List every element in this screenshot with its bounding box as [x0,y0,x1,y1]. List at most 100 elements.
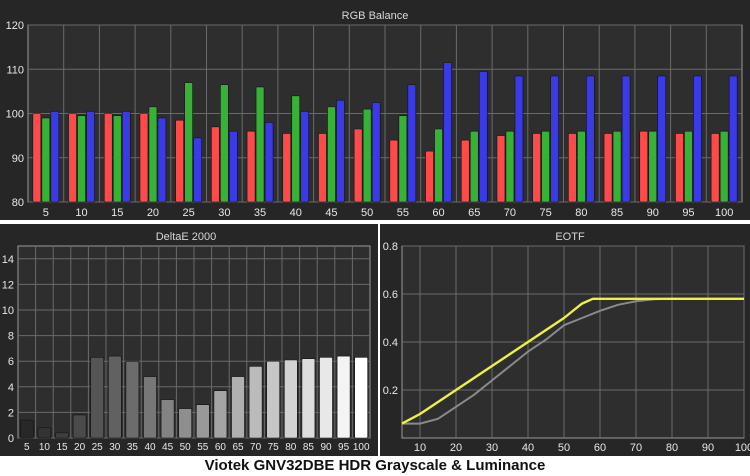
eotf-panel: EOTF 0.2 0.4 0.6 0.8 10 20 30 40 50 60 70 80 90 100 [380,224,750,456]
rgb-bar-green [255,86,265,203]
rgb-bar-blue [586,75,595,203]
rgb-bar-blue [264,122,274,203]
rgb-bar-red [496,135,506,203]
deltae-xtick-label: 20 [74,442,86,453]
rgb-xtick-label: 20 [147,207,159,219]
rgb-xtick-label: 30 [218,207,230,219]
rgb-bar-red [211,126,220,203]
deltae-bar [196,404,210,439]
eotf-xtick-label: 50 [558,442,570,454]
rgb-xtick-label: 45 [325,207,337,219]
rgb-balance-title: RGB Balance [342,10,409,22]
rgb-bar-red [282,133,292,203]
deltae-ytick-label: 4 [8,382,14,394]
deltae-ytick-label: 14 [2,254,14,266]
deltae-bar [37,427,52,439]
rgb-bar-green [541,130,550,203]
eotf-ytick-label: 0.4 [383,337,398,349]
eotf-xtick-label: 40 [522,442,534,454]
rgb-xtick-label: 50 [361,207,373,219]
rgb-bar-blue [550,75,559,203]
rgb-bar-red [460,139,470,203]
rgb-bar-green [648,130,658,203]
deltae-bar [160,399,175,439]
deltae-xtick-label: 60 [215,442,227,453]
rgb-ytick-label: 80 [12,197,24,209]
rgb-bar-red [603,133,613,203]
deltae-ytick-label: 2 [8,407,14,419]
rgb-ytick-label: 90 [12,153,24,165]
eotf-ytick-label: 0.6 [383,289,398,301]
deltae-bar [55,432,69,439]
deltae-xtick-label: 55 [197,442,209,453]
rgb-bar-green [184,82,193,203]
eotf-xtick-label: 20 [450,442,462,454]
deltae-xtick-label: 10 [39,442,51,453]
rgb-bar-red [103,113,113,203]
rgb-bar-blue [407,84,417,203]
rgb-xtick-label: 70 [504,207,516,219]
deltae-bar [19,419,34,439]
deltae-ytick-label: 6 [8,356,14,368]
rgb-xtick-label: 75 [540,207,552,219]
eotf-xtick-label: 90 [702,442,714,454]
rgb-bar-red [710,133,720,203]
rgb-ytick-label: 110 [6,64,24,76]
deltae-xtick-label: 70 [250,442,262,453]
rgb-bar-red [675,133,684,203]
rgb-xtick-label: 85 [611,207,623,219]
rgb-bar-blue [443,62,452,203]
deltae-ytick-label: 0 [8,433,14,445]
rgb-bar-red [353,128,363,203]
deltae-bar [266,360,281,439]
rgb-bar-blue [657,75,667,203]
deltae-ytick-label: 10 [2,305,14,317]
rgb-bar-blue [229,130,238,203]
rgb-bar-green [469,130,479,203]
deltae-xtick-label: 100 [353,442,370,453]
deltae-bar [178,408,192,439]
deltae-xtick-label: 45 [162,442,174,453]
rgb-balance-panel: RGB Balance 80 90 100 110 120 5 10 15 20 25 30 35 40… [0,0,750,220]
rgb-bar-green [77,115,86,203]
deltae-xtick-label: 35 [127,442,139,453]
rgb-bar-red [568,133,577,203]
rgb-bar-red [68,113,77,203]
rgb-bar-blue [121,110,131,203]
deltae-bar [231,376,245,439]
eotf-xtick-label: 80 [666,442,678,454]
rgb-bar-blue [193,137,202,203]
rgb-balance-chart: RGB Balance 80 90 100 110 120 5 10 15 20 25 30 35 40… [6,10,743,219]
rgb-bar-blue [86,110,95,203]
rgb-xtick-label: 40 [290,207,302,219]
rgb-bar-red [532,133,541,203]
deltae-xtick-label: 90 [320,442,332,453]
rgb-bar-green [362,108,372,203]
deltae-bar [72,414,87,439]
deltae-xtick-label: 25 [92,442,104,453]
rgb-bar-green [684,130,693,203]
deltae-ytick-label: 8 [8,331,14,343]
deltae-xtick-label: 80 [285,442,297,453]
rgb-bar-blue [371,102,381,203]
deltae-xtick-label: 85 [303,442,315,453]
eotf-chart: EOTF 0.2 0.4 0.6 0.8 10 20 30 40 50 60 70 80 90 100 [383,231,750,454]
rgb-bar-green [612,130,622,203]
rgb-bar-red [318,133,327,203]
rgb-xtick-label: 80 [575,207,587,219]
rgb-bar-green [505,130,515,203]
eotf-xtick-label: 70 [630,442,642,454]
eotf-xtick-label: 100 [735,442,750,454]
deltae-bar [319,357,333,439]
rgb-bar-blue [693,75,702,203]
deltae-bar [248,366,263,439]
deltae-xtick-label: 50 [180,442,192,453]
rgb-bar-green [577,130,586,203]
deltae-bar [90,357,104,439]
rgb-bar-red [246,130,256,203]
rgb-ytick-label: 120 [6,20,24,32]
deltae-bar [213,390,228,439]
rgb-bar-green [291,95,301,203]
deltae-xtick-label: 40 [144,442,156,453]
deltae-bar [336,355,351,439]
